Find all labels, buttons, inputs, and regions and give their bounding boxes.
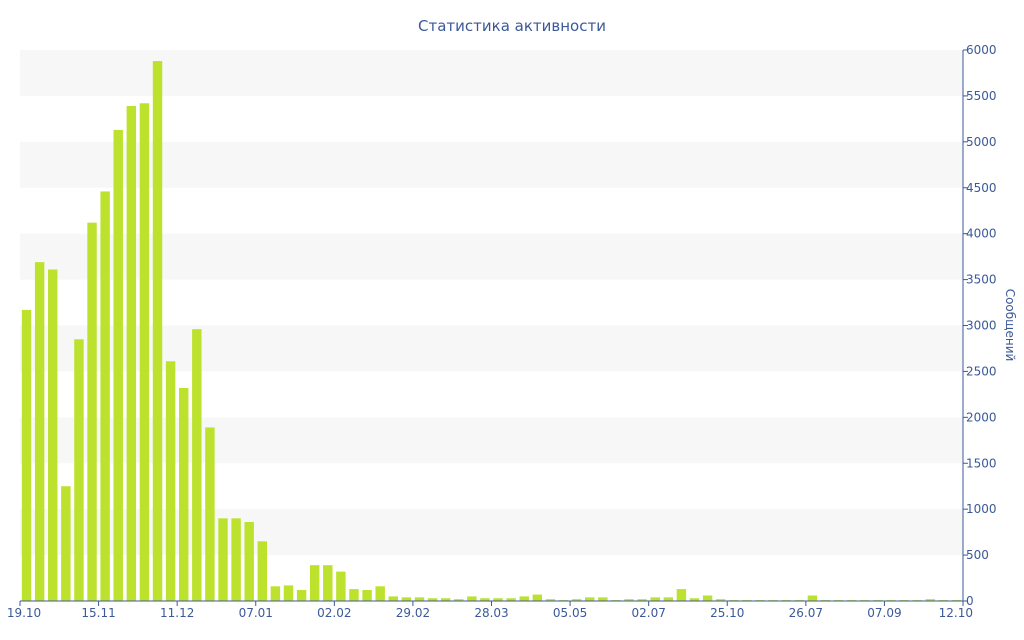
bar <box>231 518 241 601</box>
grid-band <box>20 325 963 372</box>
bar <box>349 589 359 601</box>
bar <box>427 598 438 601</box>
bar <box>676 589 687 601</box>
bar <box>283 585 294 601</box>
y-tick-label: 3000 <box>966 319 997 333</box>
bar <box>48 269 58 601</box>
bar <box>152 61 163 601</box>
grid-band <box>20 509 963 556</box>
bar <box>74 339 84 601</box>
y-tick-label: 0 <box>966 594 974 608</box>
bar <box>100 191 110 602</box>
bar <box>296 589 307 601</box>
bar <box>650 597 660 601</box>
bar <box>139 103 150 601</box>
bar <box>205 427 215 601</box>
bar <box>571 599 582 601</box>
grid-bands <box>20 50 963 556</box>
x-tick-label: 25.10 <box>710 606 744 620</box>
chart-title: Статистика активности <box>418 17 606 35</box>
bar <box>506 598 516 601</box>
bar <box>401 597 412 601</box>
bar <box>440 598 451 601</box>
y-tick-label: 5500 <box>966 89 997 103</box>
grid-band <box>20 417 963 464</box>
bar <box>309 565 320 601</box>
bar <box>323 565 333 601</box>
x-tick-label: 02.02 <box>317 606 351 620</box>
bar <box>467 596 477 601</box>
bar <box>545 599 556 601</box>
y-tick-label: 2500 <box>966 364 997 378</box>
grid-band <box>20 141 963 188</box>
bar <box>585 597 595 601</box>
bar <box>454 599 464 601</box>
bar <box>218 518 228 601</box>
x-tick-label: 15.11 <box>81 606 115 620</box>
grid-band <box>20 50 963 96</box>
bar <box>165 361 176 601</box>
bar <box>480 598 490 601</box>
grid-band <box>20 233 963 280</box>
bar <box>126 106 137 602</box>
y-tick-label: 1000 <box>966 502 997 516</box>
bar <box>179 387 189 601</box>
bar <box>598 597 608 601</box>
bar <box>519 596 529 601</box>
y-tick-label: 3500 <box>966 273 997 287</box>
y-axis-label: Сообщений <box>1003 289 1017 362</box>
bar <box>493 598 503 601</box>
bar <box>925 599 935 601</box>
bar <box>270 586 281 601</box>
bar <box>244 522 254 601</box>
bar <box>375 586 385 601</box>
x-tick-label: 02.07 <box>631 606 665 620</box>
bar <box>715 599 726 601</box>
x-tick-label: 07.01 <box>239 606 273 620</box>
bar <box>414 597 425 601</box>
x-tick-label: 12.10 <box>939 606 973 620</box>
y-tick-label: 4000 <box>966 227 997 241</box>
bars <box>21 61 962 602</box>
y-tick-label: 500 <box>966 548 989 562</box>
x-tick-label: 07.09 <box>867 606 901 620</box>
bar <box>21 309 32 601</box>
y-tick-label: 5000 <box>966 135 997 149</box>
y-tick-label: 6000 <box>966 43 997 57</box>
bar <box>87 222 97 601</box>
bar <box>807 595 818 601</box>
y-ticks: 0 500 1000 1500 2000 2500 3000 3500 4000 4500 5000… <box>963 43 997 608</box>
bar <box>362 589 372 601</box>
x-tick-label: 26.07 <box>789 606 823 620</box>
bar <box>388 596 398 601</box>
x-tick-label: 05.05 <box>553 606 587 620</box>
bar <box>192 329 202 601</box>
x-ticks: 19.10 15.11 11.12 07.01 02.02 29.02 28.03 05.05… <box>7 601 973 620</box>
bar <box>689 598 700 601</box>
x-tick-label: 28.03 <box>474 606 508 620</box>
bar <box>663 597 674 601</box>
bar <box>34 262 45 601</box>
x-tick-label: 11.12 <box>160 606 194 620</box>
bar <box>532 594 543 601</box>
x-tick-label: 29.02 <box>396 606 430 620</box>
bar <box>61 486 71 601</box>
y-tick-label: 4500 <box>966 181 997 195</box>
bar <box>257 541 268 601</box>
bar <box>624 599 634 601</box>
y-tick-label: 1500 <box>966 456 997 470</box>
x-tick-label: 19.10 <box>7 606 41 620</box>
bar <box>637 599 647 601</box>
y-tick-label: 2000 <box>966 410 997 424</box>
bar <box>702 595 713 601</box>
bar <box>113 129 123 601</box>
bar <box>336 571 346 601</box>
